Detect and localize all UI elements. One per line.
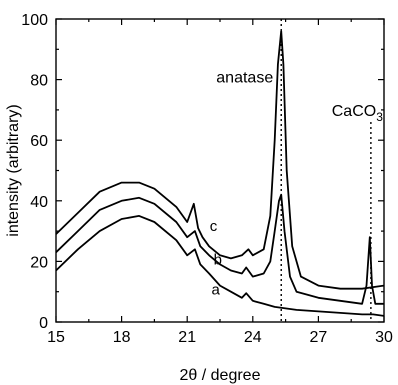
series-line-a — [55, 214, 385, 317]
x-tick-label: 21 — [178, 329, 196, 346]
x-tick-label: 15 — [47, 329, 65, 346]
annotation-caco3: CaCO3 — [332, 103, 383, 124]
series-group: abc — [55, 30, 385, 317]
annotation-caco3-main: CaCO — [332, 103, 376, 120]
y-tick-label: 40 — [30, 194, 48, 211]
ticks: 15 18 21 24 27 30 0 20 40 60 80 100 — [21, 12, 393, 346]
y-tick-label: 20 — [30, 254, 48, 271]
x-tick-label: 18 — [113, 329, 131, 346]
y-axis-label: intensity (arbitrary) — [5, 104, 22, 236]
series-line-c — [55, 30, 385, 290]
annotation-caco3-subscript: 3 — [376, 110, 383, 124]
series-label-c: c — [210, 218, 218, 235]
y-tick-label: 60 — [30, 133, 48, 150]
y-tick-label: 0 — [39, 315, 48, 332]
x-tick-label: 27 — [310, 329, 328, 346]
reference-lines — [280, 19, 372, 322]
annotation-anatase: anatase — [216, 70, 273, 87]
labels: anatase CaCO3 2θ / degree intensity (arb… — [5, 70, 383, 384]
series-label-b: b — [214, 251, 222, 268]
x-axis-label: 2θ / degree — [180, 367, 261, 384]
y-tick-label: 80 — [30, 73, 48, 90]
plot-frame — [55, 18, 385, 323]
series-label-a: a — [211, 282, 220, 299]
series-line-b — [55, 193, 384, 305]
x-tick-label: 30 — [375, 329, 393, 346]
x-tick-label: 24 — [244, 329, 262, 346]
axes — [55, 18, 385, 323]
y-tick-label: 100 — [21, 12, 48, 29]
